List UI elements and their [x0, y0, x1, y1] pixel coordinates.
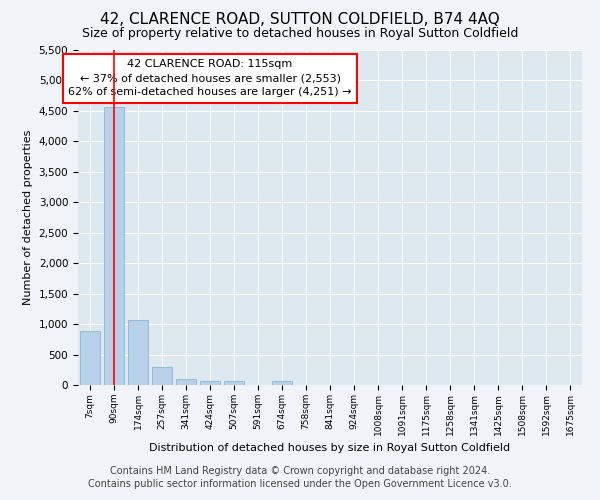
Y-axis label: Number of detached properties: Number of detached properties: [23, 130, 33, 305]
Text: 42, CLARENCE ROAD, SUTTON COLDFIELD, B74 4AQ: 42, CLARENCE ROAD, SUTTON COLDFIELD, B74…: [100, 12, 500, 28]
Bar: [272, 380, 292, 385]
Bar: [224, 380, 244, 385]
Bar: [152, 367, 172, 385]
Bar: [128, 320, 148, 385]
Text: Contains HM Land Registry data © Crown copyright and database right 2024.
Contai: Contains HM Land Registry data © Crown c…: [88, 466, 512, 489]
X-axis label: Distribution of detached houses by size in Royal Sutton Coldfield: Distribution of detached houses by size …: [149, 443, 511, 453]
Text: 42 CLARENCE ROAD: 115sqm
← 37% of detached houses are smaller (2,553)
62% of sem: 42 CLARENCE ROAD: 115sqm ← 37% of detach…: [68, 59, 352, 97]
Bar: [200, 380, 220, 385]
Text: Size of property relative to detached houses in Royal Sutton Coldfield: Size of property relative to detached ho…: [82, 28, 518, 40]
Bar: [104, 108, 124, 385]
Bar: [80, 332, 100, 385]
Bar: [176, 379, 196, 385]
